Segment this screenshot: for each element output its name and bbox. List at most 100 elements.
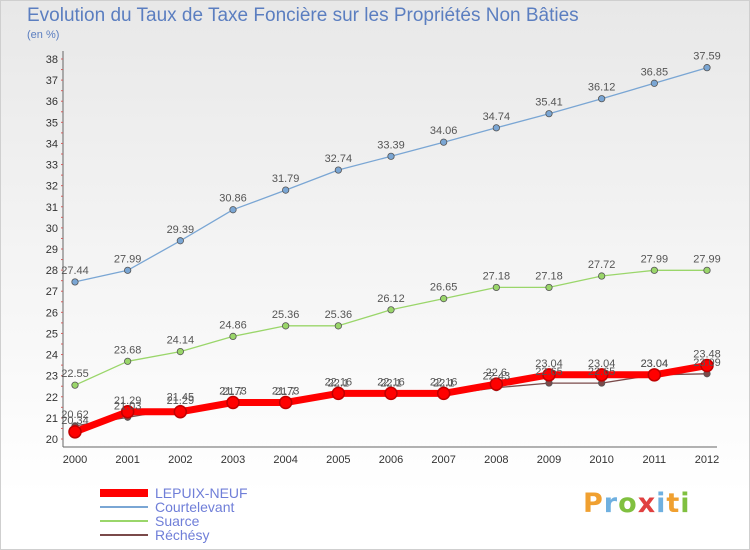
y-tick-label: 22 xyxy=(46,392,58,404)
data-label: 22.43 xyxy=(483,371,511,383)
proxiti-logo: Proxiti xyxy=(583,488,691,519)
y-tick-label: 28 xyxy=(46,265,58,277)
data-label: 21.29 xyxy=(114,395,142,407)
data-label: 22.16 xyxy=(325,376,353,388)
data-point xyxy=(334,322,342,330)
data-label: 22.65 xyxy=(588,366,616,378)
logo-letter: t xyxy=(666,488,681,519)
data-point xyxy=(229,332,237,340)
data-point xyxy=(650,79,658,87)
data-label: 37.59 xyxy=(693,51,721,63)
data-label: 36.85 xyxy=(641,66,669,78)
data-point xyxy=(120,405,135,419)
data-label: 20.34 xyxy=(61,415,89,427)
data-point xyxy=(331,386,346,401)
x-tick-label: 2001 xyxy=(115,454,139,466)
data-label: 22.16 xyxy=(430,376,458,388)
data-label: 27.99 xyxy=(693,253,721,265)
data-point xyxy=(545,283,553,292)
y-tick-label: 38 xyxy=(46,54,58,66)
y-tick-label: 36 xyxy=(46,96,58,108)
logo-letter: o xyxy=(618,488,638,519)
data-label: 20.62 xyxy=(61,409,89,421)
data-label: 30.86 xyxy=(219,193,247,205)
data-label: 25.36 xyxy=(272,309,300,321)
x-tick-label: 2009 xyxy=(537,454,561,466)
data-point xyxy=(334,166,342,174)
logo-letter: x xyxy=(637,488,657,519)
legend-label: Suarce xyxy=(155,513,200,529)
data-label: 23.04 xyxy=(641,358,669,370)
data-label: 23.48 xyxy=(693,349,721,361)
y-tick-label: 29 xyxy=(46,244,58,256)
data-label: 25.36 xyxy=(325,309,353,321)
x-tick-label: 2008 xyxy=(484,454,508,466)
data-label: 33.39 xyxy=(377,139,405,151)
data-point xyxy=(278,395,293,410)
y-tick-label: 26 xyxy=(46,307,58,319)
y-tick-label: 23 xyxy=(46,371,58,383)
logo-letter: P xyxy=(583,488,604,519)
data-point xyxy=(492,283,500,292)
data-label: 21.73 xyxy=(219,385,247,397)
chart-title: Evolution du Taux de Taxe Foncière sur l… xyxy=(27,5,579,26)
y-tick-label: 35 xyxy=(46,117,58,129)
legend-label: Courtelevant xyxy=(155,499,235,515)
data-point xyxy=(492,124,500,132)
legend-swatch xyxy=(100,489,148,497)
data-label: 27.99 xyxy=(114,253,142,265)
data-label: 23.04 xyxy=(588,358,616,370)
data-point xyxy=(594,368,609,382)
data-label: 31.79 xyxy=(272,173,300,185)
data-point xyxy=(71,278,79,286)
data-point xyxy=(282,322,290,330)
data-label: 22.55 xyxy=(61,368,89,380)
y-tick-label: 25 xyxy=(46,328,58,340)
data-point xyxy=(436,386,451,401)
data-label: 23.68 xyxy=(114,344,142,356)
data-label: 21.29 xyxy=(167,395,195,407)
data-label: 23.04 xyxy=(641,358,669,370)
x-tick-label: 2006 xyxy=(379,454,403,466)
legend-swatch xyxy=(100,506,148,508)
data-point xyxy=(384,386,398,401)
data-label: 22.6 xyxy=(486,367,507,379)
data-point xyxy=(282,186,290,194)
series-line-courtelevant xyxy=(74,67,708,283)
y-tick-label: 24 xyxy=(46,350,58,362)
y-tick-label: 30 xyxy=(46,223,58,235)
data-label: 21.73 xyxy=(272,385,300,397)
data-label: 26.12 xyxy=(377,293,405,305)
legend-swatch xyxy=(100,520,148,522)
y-tick-label: 31 xyxy=(46,202,58,214)
y-tick-label: 34 xyxy=(46,138,58,150)
logo-letter: i xyxy=(656,488,667,519)
data-label: 27.18 xyxy=(535,270,563,282)
data-label: 21.7 xyxy=(222,386,243,398)
y-tick-label: 21 xyxy=(46,413,58,425)
data-point xyxy=(229,206,237,214)
data-point xyxy=(700,358,714,373)
x-tick-label: 2010 xyxy=(589,454,613,466)
data-label: 34.74 xyxy=(483,111,511,123)
data-label: 27.99 xyxy=(641,253,669,265)
legend-label: Réchésy xyxy=(155,527,210,543)
data-point xyxy=(598,95,606,103)
y-tick-label: 33 xyxy=(46,160,58,172)
data-point xyxy=(489,377,504,391)
data-label: 22.65 xyxy=(535,366,563,378)
x-tick-label: 2012 xyxy=(695,454,719,466)
x-tick-label: 2000 xyxy=(63,454,87,466)
data-point xyxy=(703,266,711,274)
data-point xyxy=(650,266,658,274)
legend-swatch xyxy=(100,534,148,536)
x-tick-label: 2007 xyxy=(431,454,455,466)
data-point xyxy=(387,152,395,160)
data-label: 23.04 xyxy=(535,358,563,370)
legend-label: LEPUIX-NEUF xyxy=(155,485,248,501)
data-point xyxy=(387,306,395,314)
data-label: 21.45 xyxy=(167,391,195,403)
data-label: 29.39 xyxy=(167,224,195,236)
data-point xyxy=(68,425,82,439)
